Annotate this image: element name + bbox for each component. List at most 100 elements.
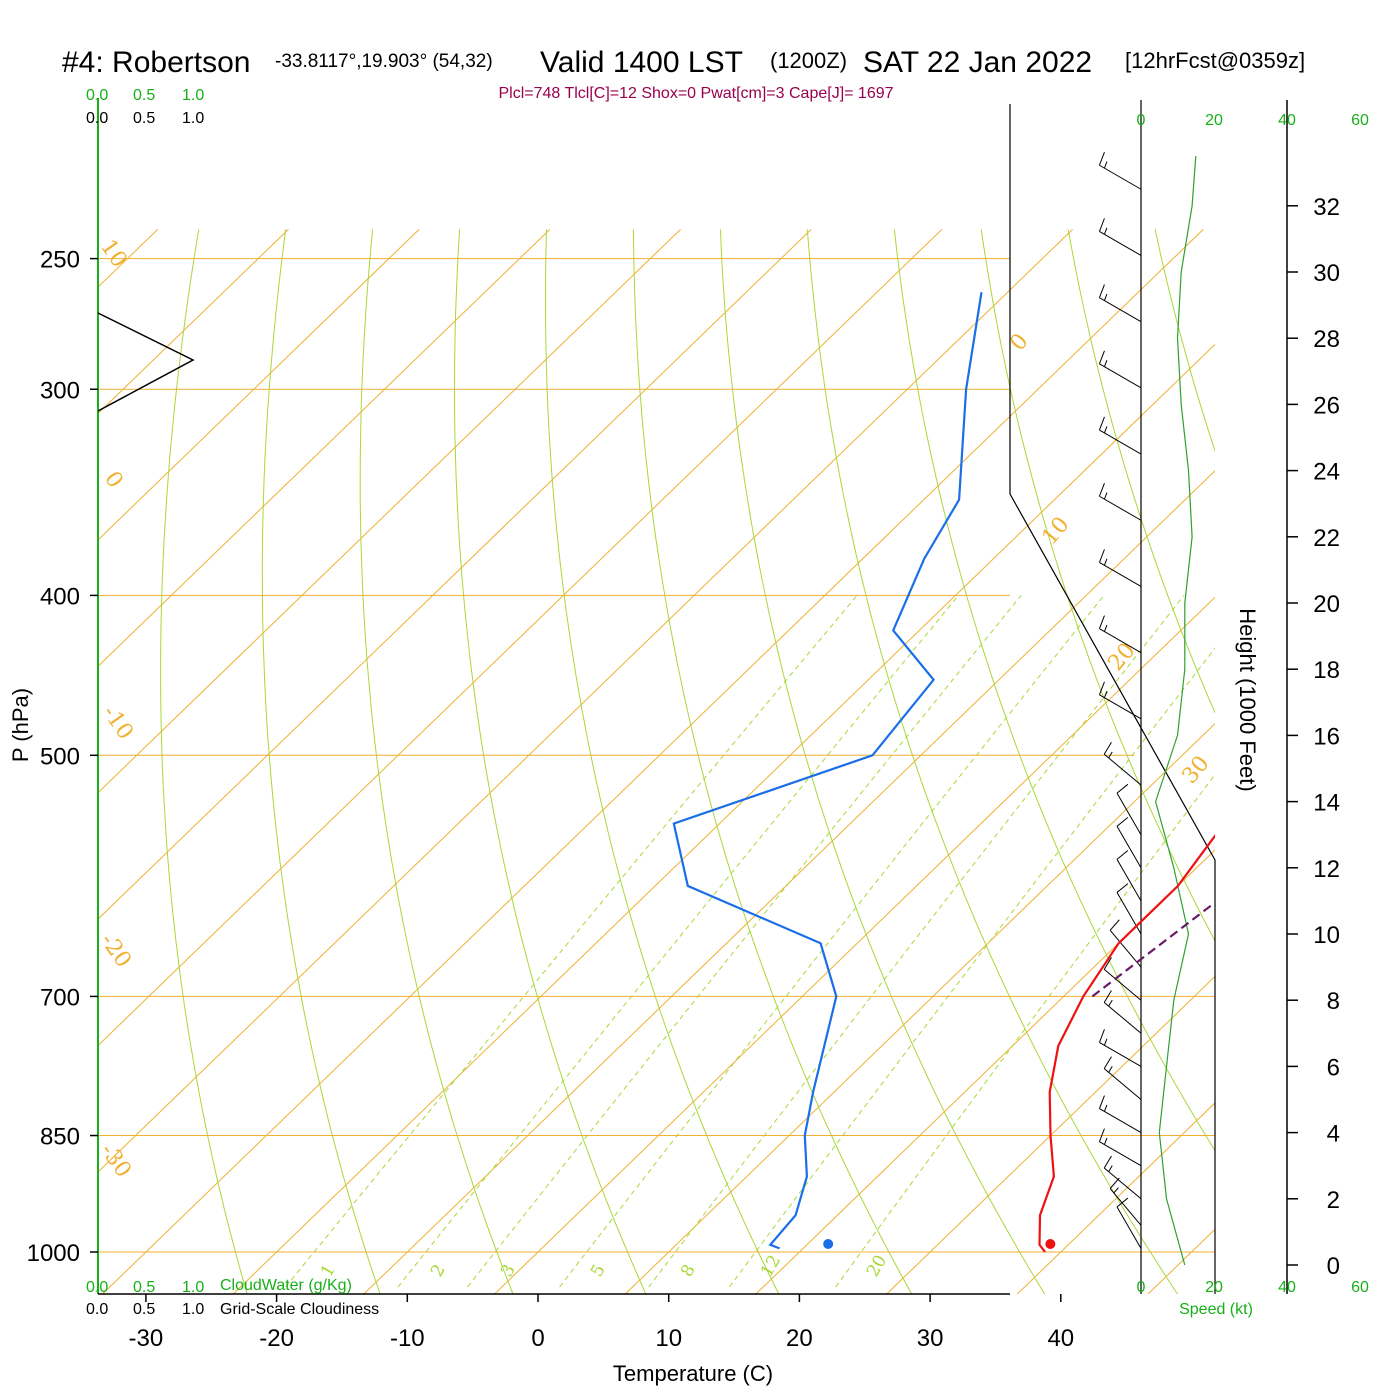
wind-barb-flag — [1098, 152, 1105, 166]
cloud-top-green-1: 0.5 — [133, 87, 155, 104]
pressure-ticks: 250 300 400 500 700 850 1000 — [27, 247, 98, 1267]
isotherm-line — [755, 849, 1215, 1294]
height-tick-label: 22 — [1313, 525, 1340, 552]
wind-barb-half-flag — [1103, 691, 1108, 698]
wind-barb-flag — [1109, 919, 1120, 931]
mixing-ratio-lines — [285, 595, 1215, 1288]
mixing-ratio-line — [397, 595, 959, 1288]
wind-barb-shaft — [1116, 1206, 1142, 1249]
wind-barb-shaft — [1109, 930, 1142, 968]
p-tick-label: 850 — [40, 1124, 80, 1151]
station-coords: -33.8117°,19.903° (54,32) — [275, 51, 493, 72]
cloud-top-black-0: 0.0 — [86, 110, 108, 127]
dry-adiabat-line — [893, 229, 1215, 1152]
isotherm-line — [98, 228, 1073, 1173]
header: #4: Robertson -33.8117°,19.903° (54,32) … — [62, 46, 1305, 102]
wind-barb — [1098, 483, 1142, 521]
wind-barb-shaft — [1099, 363, 1142, 389]
wind-barb-half-flag — [1103, 624, 1108, 632]
isotherm-label: -10 — [97, 701, 138, 744]
dry-adiabat-line — [261, 229, 381, 1294]
wind-barb-shaft — [1099, 495, 1142, 521]
wind-barb-shaft — [1103, 1002, 1142, 1034]
wind-barb — [1109, 919, 1142, 968]
dewpoint-line — [672, 292, 983, 1250]
height-tick-label: 6 — [1327, 1054, 1340, 1081]
wind-barb-shaft — [1116, 792, 1142, 835]
wind-barb-flag — [1116, 883, 1129, 893]
plot-frame — [97, 98, 1288, 1295]
wind-barb-half-flag — [1103, 1038, 1108, 1046]
x-tick-label: -20 — [259, 1325, 294, 1352]
isotherm-line — [232, 343, 1215, 1294]
isotherm-line — [493, 596, 1215, 1294]
cloud-scale-top: 0.0 0.5 1.0 0.0 0.5 1.0 — [86, 87, 204, 127]
station-name: #4: Robertson — [62, 46, 250, 79]
x-tick-label: 20 — [786, 1325, 813, 1352]
wind-barbs — [1098, 152, 1142, 1249]
mixing-ratio-label: 12 — [757, 1252, 785, 1281]
isotherm-line — [98, 228, 943, 1047]
dry-adiabat-line — [359, 229, 514, 1294]
wind-barb-shaft — [1099, 1141, 1142, 1167]
dewpoint-line-surface-point — [823, 1239, 834, 1249]
x-tick-label: -10 — [390, 1325, 425, 1352]
wind-barb-shaft — [1099, 164, 1142, 190]
wind-barb-shaft — [1103, 968, 1142, 1001]
wind-barb-half-flag — [1108, 1066, 1113, 1073]
speed-label: Speed (kt) — [1179, 1301, 1253, 1318]
wind-barb-flag — [1103, 1056, 1112, 1069]
isotherm-line — [624, 722, 1215, 1294]
wind-barb-flag — [1116, 817, 1129, 827]
wind-barb-half-flag — [1103, 558, 1108, 566]
wind-barb-flag — [1098, 615, 1105, 629]
wind-barb-shaft — [1099, 297, 1142, 323]
wind-barb-shaft — [1099, 562, 1142, 587]
speed-top-20: 20 — [1205, 112, 1223, 129]
wind-barb-half-flag — [1103, 426, 1108, 434]
mixing-ratio-label: 20 — [863, 1252, 891, 1281]
height-tick-label: 0 — [1327, 1253, 1340, 1280]
speed-scale-top: 0 20 40 60 — [1137, 112, 1369, 129]
wind-barb-shaft — [1103, 1167, 1142, 1200]
wind-barb — [1098, 1029, 1142, 1067]
right-boundary — [1009, 104, 1216, 1294]
mixing-ratio-label: 2 — [427, 1261, 450, 1280]
height-profile — [1154, 156, 1197, 1266]
cloud-bottom-black-2: 1.0 — [182, 1301, 204, 1318]
cloud-bottom-green-1: 0.5 — [133, 1279, 155, 1296]
wind-barb-flag — [1098, 1095, 1105, 1109]
isotherm-label: 10 — [95, 235, 132, 272]
height-tick-label: 26 — [1313, 392, 1340, 419]
wind-barb — [1098, 350, 1142, 389]
cloudwater-label: CloudWater (g/Kg) — [220, 1277, 352, 1294]
wind-barb — [1098, 549, 1142, 587]
speed-bottom-40: 40 — [1278, 1279, 1296, 1296]
wind-speed-profile — [1154, 156, 1197, 1266]
height-tick-label: 28 — [1313, 326, 1340, 353]
x-tick-label: 0 — [531, 1325, 544, 1352]
wind-barb-shaft — [1099, 694, 1142, 720]
wind-barb-half-flag — [1103, 161, 1108, 169]
wind-barb — [1098, 152, 1142, 190]
wind-barb-shaft — [1099, 1108, 1142, 1134]
isotherm-label: 30 — [1177, 751, 1214, 789]
height-axis-label: Height (1000 Feet) — [1235, 608, 1260, 791]
isotherm-line — [0, 229, 27, 1320]
isotherm-line — [885, 975, 1215, 1294]
isotherm-line — [98, 228, 551, 668]
wind-barb — [1098, 615, 1142, 654]
wind-barb-shaft — [1116, 892, 1142, 935]
wind-barb-flag — [1103, 990, 1112, 1003]
wind-barb-shaft — [1099, 628, 1142, 654]
mixing-ratio-label: 5 — [587, 1261, 610, 1280]
height-tick-label: 4 — [1327, 1121, 1340, 1148]
wind-barb-flag — [1116, 850, 1129, 860]
wind-barb-half-flag — [1103, 360, 1108, 367]
isotherms — [0, 228, 1215, 1320]
valid-date: SAT 22 Jan 2022 — [863, 46, 1092, 79]
wind-barb-flag — [1116, 783, 1129, 794]
speed-bottom-0: 0 — [1137, 1279, 1146, 1296]
